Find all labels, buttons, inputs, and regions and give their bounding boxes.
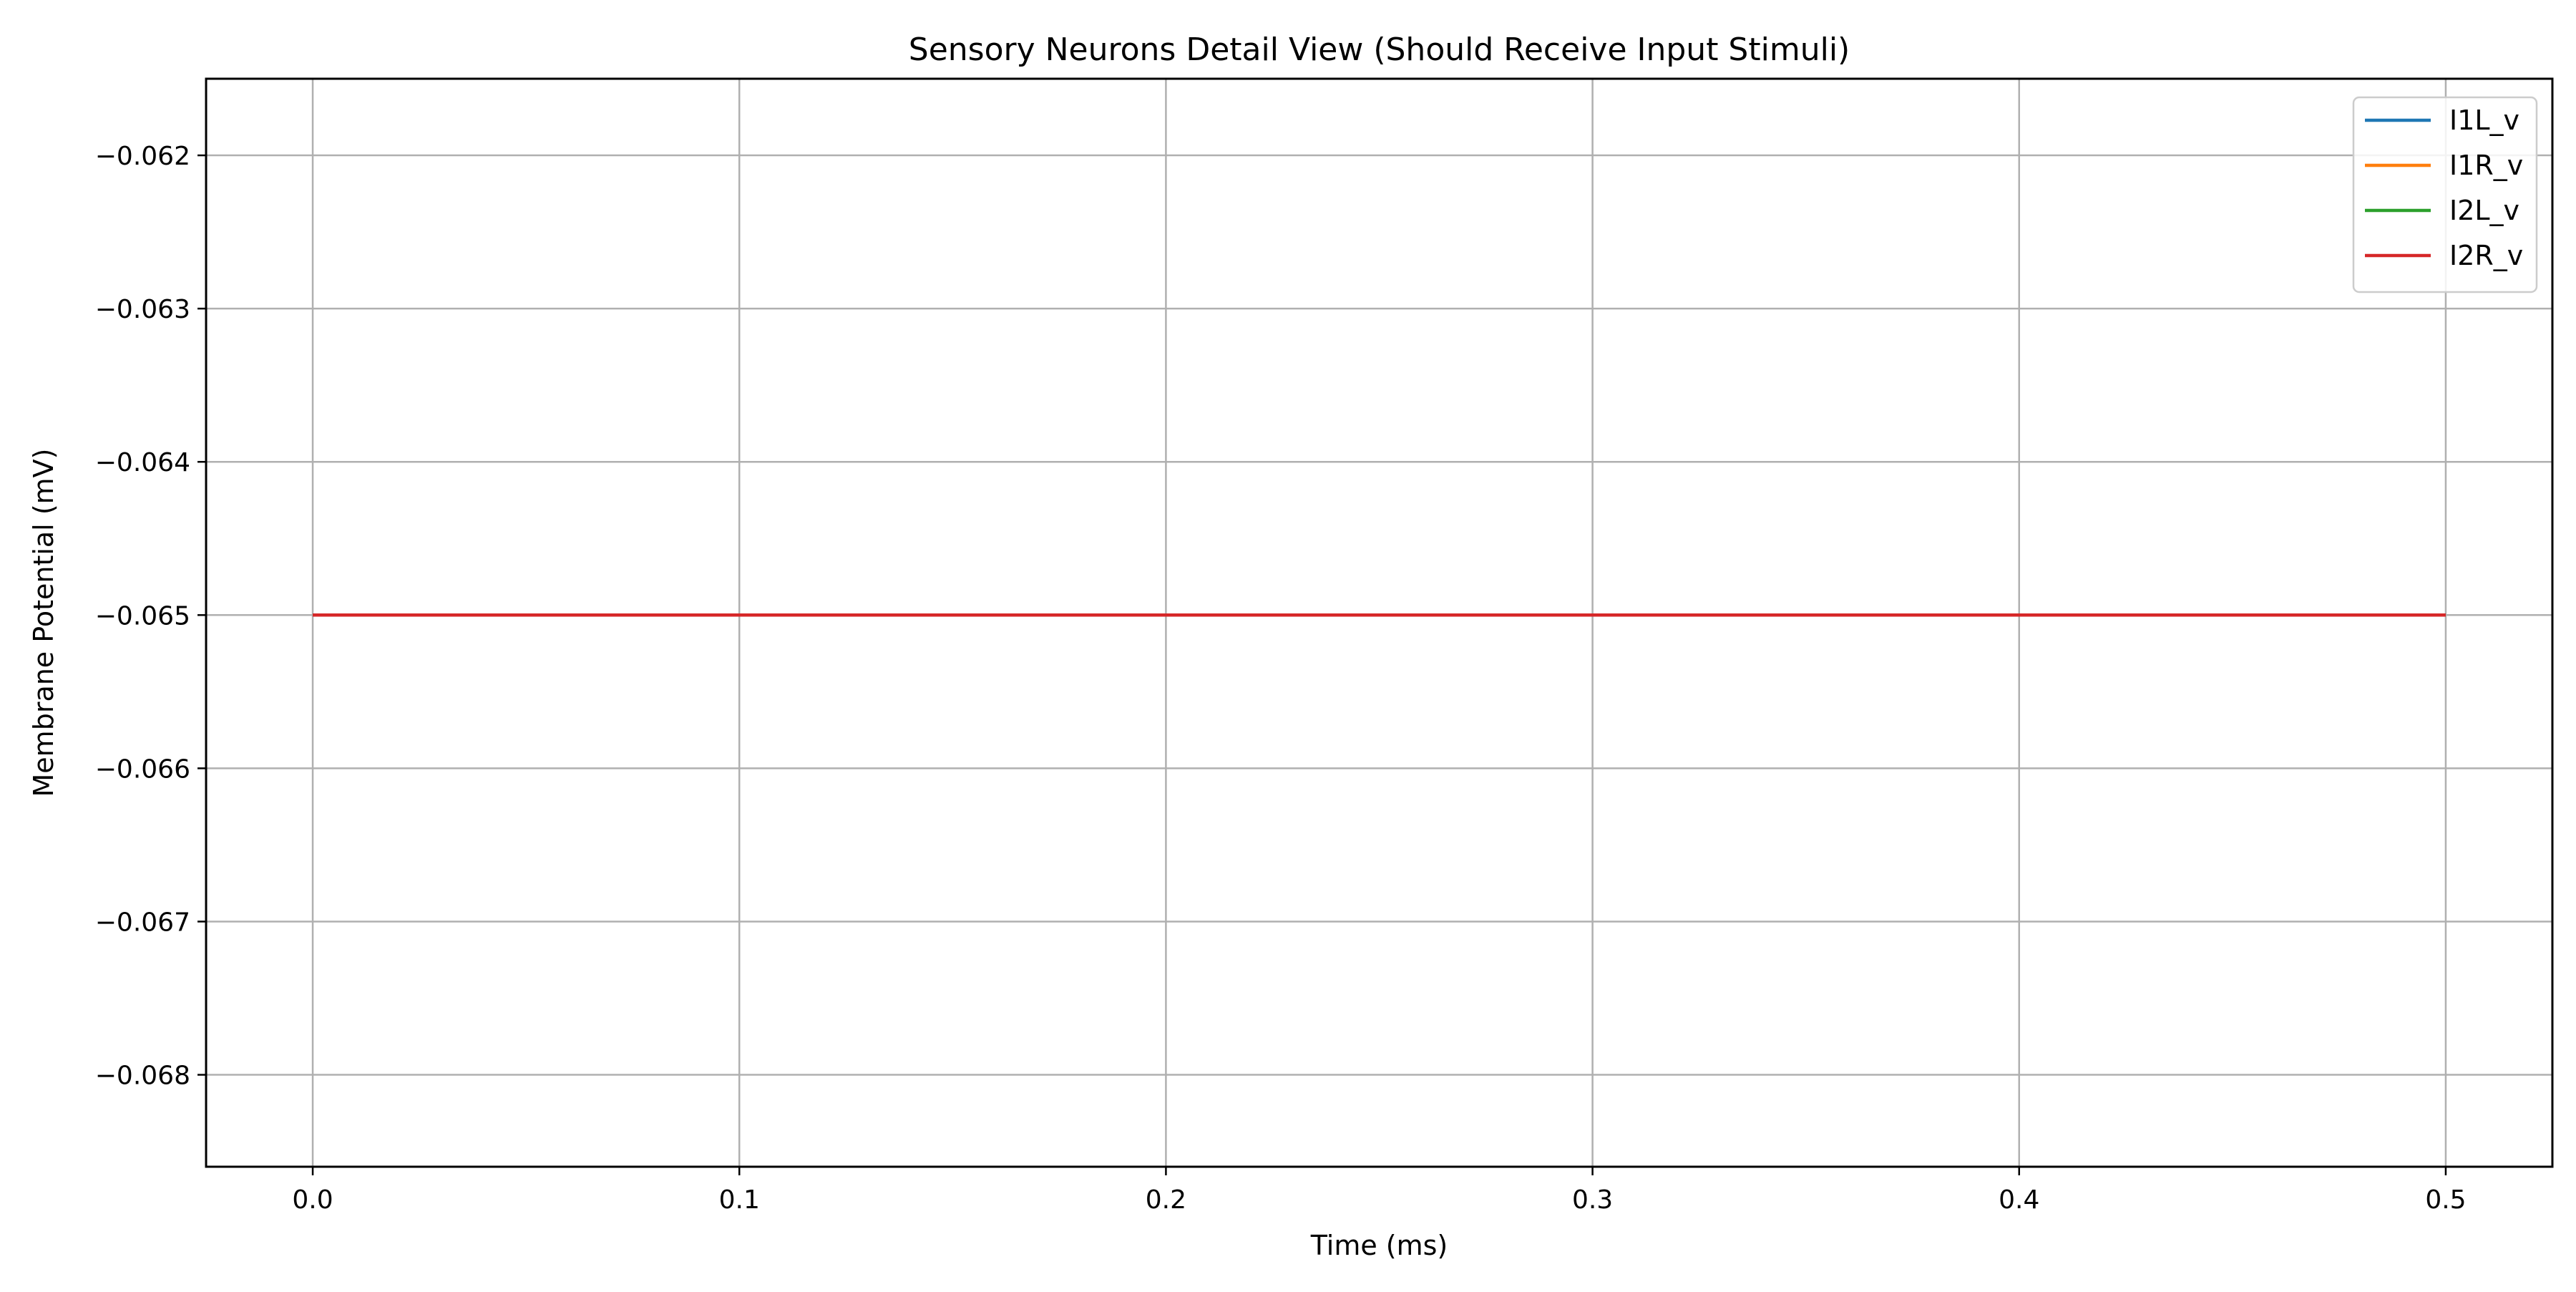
x-axis-ticks: 0.0 0.1 0.2 0.3 0.4 0.5 (292, 1167, 2467, 1215)
y-axis-label: Membrane Potential (mV) (28, 449, 59, 797)
x-tick-label: 0.2 (1146, 1185, 1186, 1215)
x-tick-label: 0.4 (1999, 1185, 2039, 1215)
y-tick-label: −0.066 (95, 754, 190, 784)
y-tick-label: −0.064 (95, 448, 190, 477)
chart-title: Sensory Neurons Detail View (Should Rece… (909, 31, 1850, 68)
legend-label: I1L_v (2449, 105, 2519, 136)
y-tick-label: −0.067 (95, 908, 190, 937)
x-tick-label: 0.5 (2425, 1185, 2466, 1215)
y-tick-label: −0.065 (95, 601, 190, 631)
x-axis-label: Time (ms) (1310, 1230, 1448, 1261)
y-tick-label: −0.063 (95, 295, 190, 324)
legend-label: I2L_v (2449, 195, 2519, 226)
x-tick-label: 0.1 (719, 1185, 760, 1215)
y-tick-label: −0.068 (95, 1062, 190, 1091)
y-axis-ticks: −0.062 −0.063 −0.064 −0.065 −0.066 −0.067 −0.0… (95, 142, 206, 1091)
axes-frame (205, 77, 2554, 1168)
legend-box (2352, 96, 2538, 293)
legend: I1L_v I1R_v I2L_v I2R_v (2352, 96, 2538, 293)
legend-label: I2R_v (2449, 240, 2523, 271)
x-tick-label: 0.3 (1572, 1185, 1613, 1215)
legend-label: I1R_v (2449, 150, 2523, 181)
y-tick-label: −0.062 (95, 142, 190, 171)
x-tick-label: 0.0 (292, 1185, 333, 1215)
